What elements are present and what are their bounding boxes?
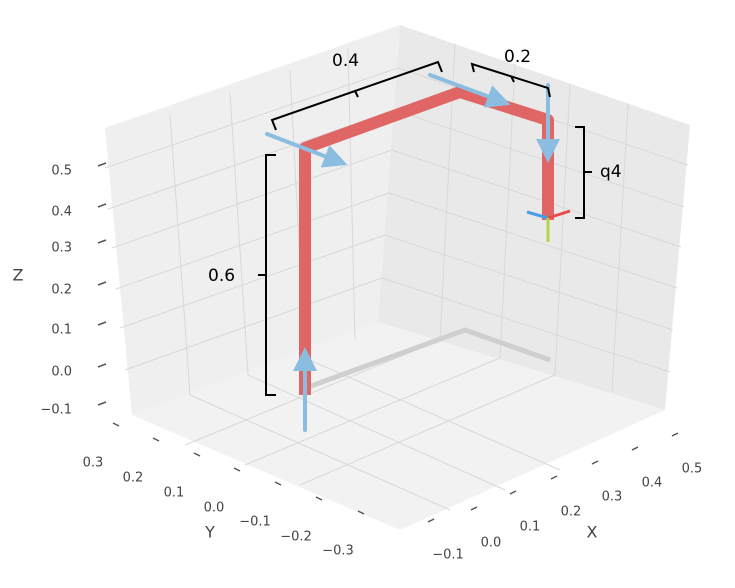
x-tick-label: 0.1: [520, 520, 541, 535]
z-tick-label: 0.3: [51, 241, 72, 256]
tick-mark: [427, 518, 435, 523]
tick-mark: [97, 401, 107, 406]
y-tick-label: 0.3: [83, 456, 104, 471]
y-tick-label: −0.3: [322, 544, 354, 559]
axis-label: Y: [204, 523, 215, 542]
y-tick-label: 0.0: [204, 501, 225, 516]
tick-mark: [97, 321, 107, 326]
tick-mark: [315, 496, 323, 501]
tick-mark: [97, 162, 107, 167]
y-tick-label: −0.2: [280, 530, 312, 545]
annotation: 0.6: [208, 266, 235, 286]
axis-label: Z: [13, 266, 24, 285]
tick-mark: [152, 437, 160, 442]
tick-labels: 0.5 0.4 0.3 0.2 0.1 0.0 −0.1 0.3 0.2 0.1 0.0 −0.1 −0…: [40, 162, 703, 563]
panes: [105, 25, 690, 530]
z-tick-label: 0.0: [51, 365, 72, 380]
y-tick-label: 0.1: [164, 486, 185, 501]
tick-mark: [193, 452, 201, 457]
z-tick-label: 0.1: [51, 323, 72, 338]
z-tick-label: 0.5: [51, 164, 72, 179]
tick-mark: [631, 446, 639, 451]
x-tick-label: 0.0: [481, 536, 502, 551]
tick-mark: [112, 422, 120, 427]
grid: [104, 43, 689, 511]
end-frame: [526, 209, 571, 242]
axis-label: X: [587, 523, 598, 542]
tick-mark: [591, 460, 599, 465]
tick-mark: [97, 239, 107, 244]
brackets: [258, 60, 592, 396]
base: [299, 327, 551, 393]
annotation: 0.4: [332, 51, 359, 71]
tick-mark: [97, 203, 107, 208]
x-tick-label: 0.2: [561, 505, 582, 520]
z-tick-label: 0.4: [51, 205, 72, 220]
annotation: 0.2: [504, 47, 531, 67]
tick-mark: [357, 510, 365, 515]
tick-mark: [274, 481, 282, 486]
x-tick-label: 0.5: [682, 462, 703, 477]
tick-mark: [233, 467, 241, 472]
tick-mark: [671, 432, 679, 437]
tick-mark: [509, 490, 517, 495]
z-tick-label: −0.1: [40, 403, 72, 418]
tick-mark: [470, 506, 478, 511]
x-tick-label: 0.4: [642, 476, 663, 491]
x-tick-label: −0.1: [432, 548, 464, 563]
annotation: q4: [600, 162, 622, 182]
tick-mark: [550, 475, 558, 480]
z-tick-label: 0.2: [51, 283, 72, 298]
y-tick-label: 0.2: [123, 471, 144, 486]
tick-mark: [97, 363, 107, 368]
y-tick-label: −0.1: [239, 515, 271, 530]
joint-arrows: [265, 73, 560, 432]
x-tick-label: 0.3: [602, 490, 623, 505]
tick-mark: [97, 281, 107, 286]
